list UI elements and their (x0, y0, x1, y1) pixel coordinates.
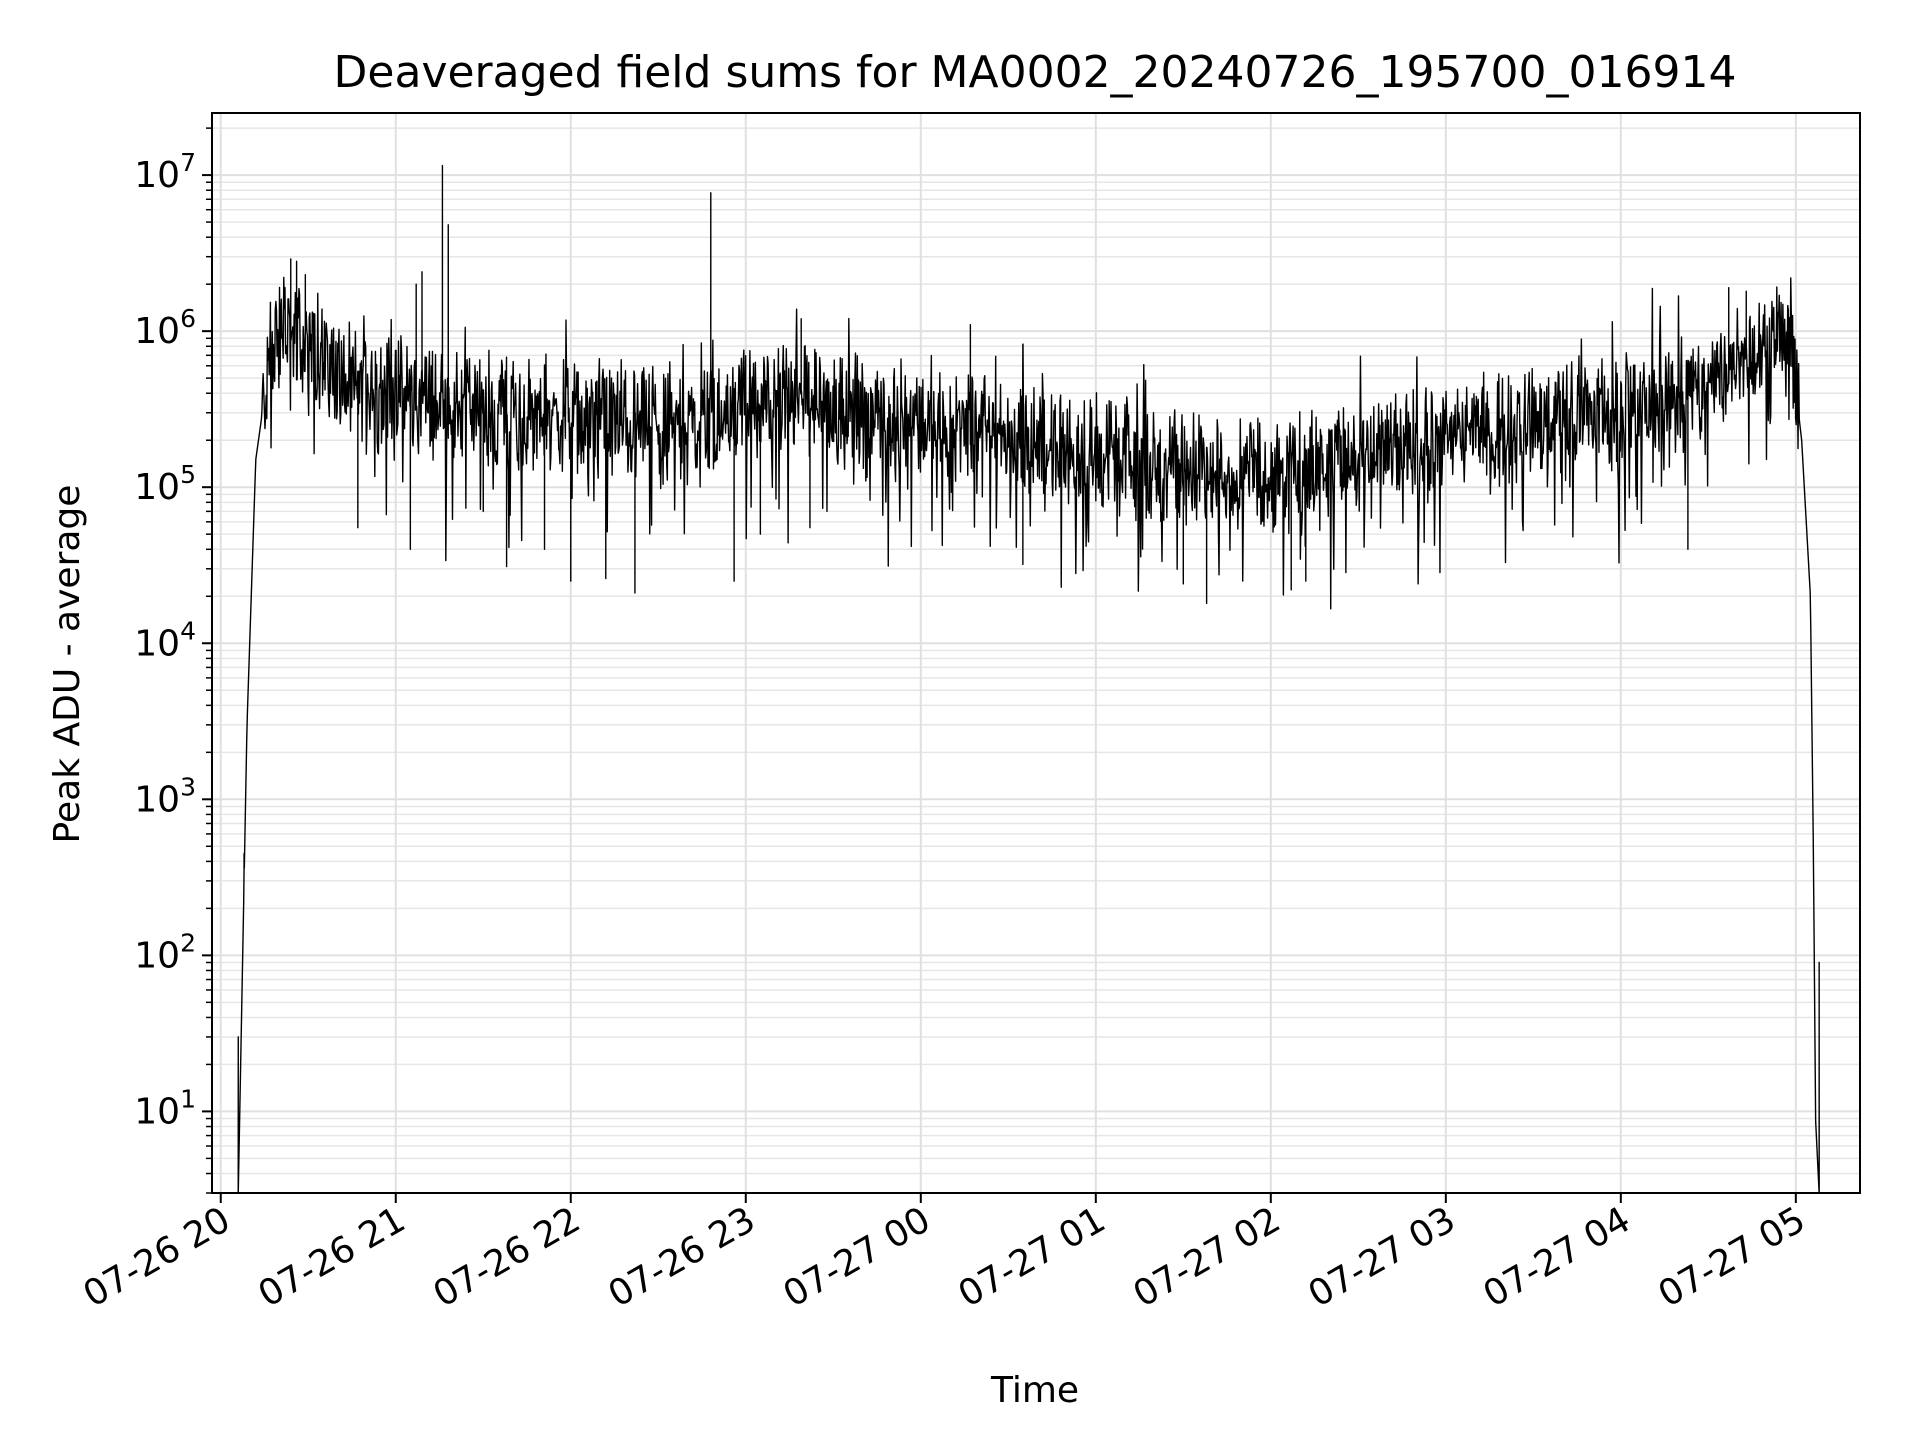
y-tick-label: 104 (134, 616, 196, 664)
data-line (237, 164, 1820, 1193)
y-tick-label: 106 (134, 304, 196, 352)
y-tick-label: 103 (134, 772, 196, 820)
plot-frame (211, 112, 1861, 1194)
y-axis-label: Peak ADU - average (47, 485, 88, 844)
y-tick-label: 107 (134, 148, 196, 196)
y-tick-label: 102 (134, 928, 196, 976)
series-line (237, 164, 1820, 1193)
y-axis: 101 102 103 104 105 106 107 (134, 127, 212, 1194)
x-axis-label: Time (990, 1370, 1079, 1411)
grid (212, 113, 1860, 1194)
y-tick-label: 105 (134, 460, 196, 508)
chart-title: Deaveraged field sums for MA0002_2024072… (334, 47, 1737, 98)
y-tick-label: 101 (134, 1084, 196, 1132)
